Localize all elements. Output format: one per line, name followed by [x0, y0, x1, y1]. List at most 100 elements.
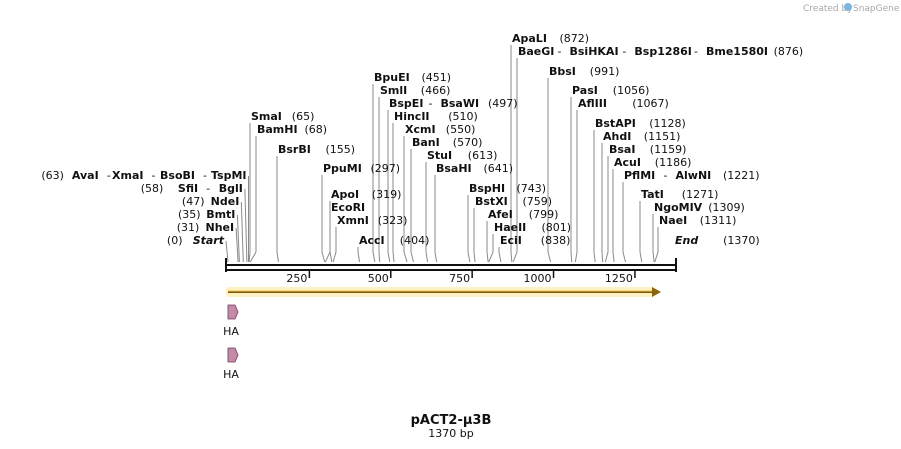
enzyme-position: (1309): [708, 201, 745, 214]
enzyme-name[interactable]: XcmI: [405, 123, 436, 136]
enzyme-name[interactable]: Bme1580I: [706, 45, 768, 58]
sequence-start-label[interactable]: Start: [193, 234, 225, 247]
enzyme-name[interactable]: BbsI: [549, 65, 576, 78]
enzyme-position: (743): [517, 182, 547, 195]
enzyme-name[interactable]: NgoMIV: [654, 201, 703, 214]
enzyme-name[interactable]: PasI: [572, 84, 598, 97]
enzyme-separator: -: [107, 169, 111, 182]
feature-label: HA: [223, 325, 239, 338]
enzyme-label-group: Start (0): [167, 234, 225, 247]
enzyme-name[interactable]: AlwNI: [676, 169, 712, 182]
map-title: pACT2-μ3B: [411, 413, 492, 428]
enzyme-label-group: SmaI (65): [251, 110, 314, 123]
enzyme-position: (510): [448, 110, 478, 123]
enzyme-label-group: SmlI (466): [380, 84, 450, 97]
enzyme-name[interactable]: BspEI: [389, 97, 423, 110]
enzyme-name[interactable]: Bsp1286I: [634, 45, 692, 58]
enzyme-name[interactable]: BamHI: [257, 123, 298, 136]
enzyme-label-group: BspEI - BsaWI (497): [389, 97, 518, 110]
enzyme-name[interactable]: BsaWI: [441, 97, 480, 110]
enzyme-label-group: PasI (1056): [572, 84, 649, 97]
enzyme-label-group: AfeI (799): [488, 208, 558, 221]
enzyme-name[interactable]: EcoRI: [331, 201, 365, 214]
enzyme-name[interactable]: NheI: [205, 221, 234, 234]
enzyme-name[interactable]: HincII: [394, 110, 430, 123]
enzyme-name[interactable]: ApoI: [331, 188, 359, 201]
enzyme-position: (801): [542, 221, 572, 234]
leader-line: [372, 251, 376, 263]
leader-line: [547, 251, 552, 263]
enzyme-name[interactable]: PpuMI: [323, 162, 362, 175]
leader-line: [510, 251, 513, 263]
enzyme-name[interactable]: HaeII: [494, 221, 526, 234]
enzyme-name[interactable]: EciI: [500, 234, 522, 247]
sequence-end-label[interactable]: End: [675, 234, 698, 247]
axis-tick-label: 1250: [605, 272, 633, 285]
enzyme-name[interactable]: BglI: [219, 182, 243, 195]
enzyme-label-group: ApoI (319): [331, 188, 401, 201]
enzyme-name[interactable]: TatI: [641, 188, 664, 201]
enzyme-separator: -: [694, 45, 698, 58]
enzyme-name[interactable]: AcuI: [614, 156, 641, 169]
credit-brand: SnapGene: [853, 4, 900, 14]
enzyme-separator: -: [622, 45, 626, 58]
enzyme-separator: -: [203, 169, 207, 182]
enzyme-separator: -: [429, 97, 433, 110]
enzyme-label-group: End (1370): [675, 234, 760, 247]
enzyme-name[interactable]: PflMI: [624, 169, 655, 182]
enzyme-name[interactable]: XmnI: [337, 214, 369, 227]
enzyme-name[interactable]: XmaI: [112, 169, 143, 182]
enzyme-position: (155): [326, 143, 356, 156]
enzyme-position: (1128): [649, 117, 686, 130]
enzyme-position: (63): [41, 169, 64, 182]
ha-tag-feature-icon[interactable]: [227, 304, 239, 320]
enzyme-name[interactable]: NdeI: [211, 195, 240, 208]
leader-line: [654, 251, 659, 263]
leader-lines: [225, 45, 659, 263]
enzyme-name[interactable]: BsaI: [609, 143, 635, 156]
leader-line: [387, 251, 391, 263]
enzyme-name[interactable]: BstAPI: [595, 117, 636, 130]
enzyme-name[interactable]: SmaI: [251, 110, 282, 123]
leader-line: [235, 227, 239, 263]
enzyme-separator: -: [206, 182, 210, 195]
enzyme-name[interactable]: BanI: [412, 136, 440, 149]
enzyme-label-group: AhdI (1151): [603, 130, 680, 143]
enzyme-name[interactable]: AfeI: [488, 208, 513, 221]
enzyme-label-group: BanI (570): [412, 136, 482, 149]
enzyme-name[interactable]: NaeI: [659, 214, 687, 227]
enzyme-name[interactable]: AvaI: [72, 169, 99, 182]
enzyme-label-group: BamHI (68): [257, 123, 327, 136]
enzyme-name[interactable]: BmtI: [206, 208, 235, 221]
enzyme-separator: -: [664, 169, 668, 182]
orf-arrowhead-icon: [652, 287, 661, 297]
enzyme-name[interactable]: StuI: [427, 149, 452, 162]
enzyme-label-group: BstAPI (1128): [595, 117, 686, 130]
enzyme-position: (323): [378, 214, 408, 227]
enzyme-position: (876): [774, 45, 804, 58]
enzyme-label-group: TatI (1271): [641, 188, 718, 201]
enzyme-label-group: StuI (613): [427, 149, 497, 162]
enzyme-name[interactable]: AflIII: [578, 97, 607, 110]
enzyme-name[interactable]: BstXI: [475, 195, 508, 208]
enzyme-name[interactable]: AccI: [359, 234, 385, 247]
enzyme-name[interactable]: SfiI: [178, 182, 198, 195]
leader-line: [244, 188, 248, 263]
enzyme-name[interactable]: BsaHI: [436, 162, 472, 175]
leader-line: [378, 251, 381, 263]
leader-line: [486, 251, 489, 263]
enzyme-position: (759): [523, 195, 553, 208]
enzyme-name[interactable]: BsrBI: [278, 143, 311, 156]
enzyme-name[interactable]: ApaLI: [512, 32, 547, 45]
enzyme-name[interactable]: BsoBI: [160, 169, 195, 182]
enzyme-name[interactable]: BaeGI: [518, 45, 554, 58]
enzyme-name[interactable]: BsiHKAI: [570, 45, 619, 58]
enzyme-name[interactable]: BpuEI: [374, 71, 410, 84]
enzyme-name[interactable]: SmlI: [380, 84, 407, 97]
map-subtitle: 1370 bp: [428, 427, 473, 440]
enzyme-name[interactable]: TspMI: [211, 169, 247, 182]
enzyme-name[interactable]: BspHI: [469, 182, 505, 195]
ha-tag-feature-icon[interactable]: [227, 347, 239, 363]
enzyme-name[interactable]: AhdI: [603, 130, 631, 143]
